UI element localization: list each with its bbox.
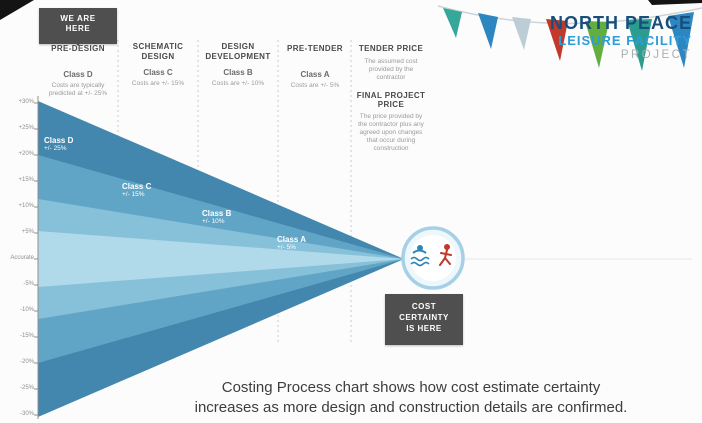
phase-header: DESIGN DEVELOPMENT bbox=[205, 42, 271, 61]
y-tick-label: +20% bbox=[18, 151, 34, 157]
estimate-class-desc: Costs are +/- 15% bbox=[131, 80, 185, 87]
funnel-class-name: Class A bbox=[277, 235, 307, 244]
y-axis bbox=[34, 96, 39, 419]
y-tick-label: +30% bbox=[18, 99, 34, 105]
funnel-class-tolerance: +/- 10% bbox=[202, 218, 225, 225]
funnel-class-tolerance: +/- 5% bbox=[277, 244, 296, 251]
corner-artifact bbox=[0, 0, 34, 20]
funnel-class-name: Class B bbox=[202, 209, 232, 218]
estimate-class-label: Class C bbox=[143, 68, 173, 77]
cost-certainty-line2: CERTAINTY bbox=[399, 313, 449, 322]
cost-certainty-line1: COST bbox=[411, 302, 437, 311]
cost-certainty-badge: COST CERTAINTY IS HERE bbox=[385, 294, 463, 345]
phase-column-pre-design: PRE-DESIGN Class D Costs are typically p… bbox=[39, 44, 117, 98]
y-tick-label: -20% bbox=[19, 359, 34, 365]
y-tick-label: Accurate bbox=[10, 255, 34, 261]
y-axis-ticks bbox=[34, 102, 38, 416]
estimate-class-label: Class D bbox=[63, 70, 93, 79]
facility-icon-circle bbox=[401, 226, 465, 290]
phase-column-design-development: DESIGN DEVELOPMENT Class B Costs are +/-… bbox=[199, 42, 277, 88]
bunting bbox=[437, 5, 702, 71]
y-tick-label: +5% bbox=[21, 229, 34, 235]
logo-line-leisure-facility: LEISURE FACILITY bbox=[558, 33, 692, 48]
phase-header: SCHEMATIC DESIGN bbox=[132, 42, 184, 61]
project-logo: NORTH PEACE LEISURE FACILITY PROJECT bbox=[460, 14, 692, 62]
pennant-flag-icon bbox=[546, 19, 568, 61]
cost-funnel bbox=[38, 101, 404, 417]
funnel-class-name: Class D bbox=[44, 136, 74, 145]
pennant-flag-icon bbox=[443, 8, 462, 38]
y-tick-label: -30% bbox=[19, 411, 34, 417]
pennant-flag-icon bbox=[668, 12, 694, 68]
y-tick-label: -10% bbox=[19, 307, 34, 313]
estimate-class-desc: Costs are +/- 10% bbox=[211, 80, 265, 87]
phase-column-pre-tender: PRE-TENDER Class A Costs are +/- 5% bbox=[276, 44, 354, 90]
estimate-class-desc: Costs are typically predicted at +/- 25% bbox=[48, 82, 108, 97]
funnel-band-class-a bbox=[38, 231, 404, 287]
we-are-here-line2: HERE bbox=[65, 24, 91, 33]
swimmer-icon bbox=[410, 245, 430, 267]
we-are-here-pointer bbox=[71, 38, 85, 46]
y-tick-label: +10% bbox=[18, 203, 34, 209]
y-tick-label: +25% bbox=[18, 125, 34, 131]
y-tick-label: -25% bbox=[19, 385, 34, 391]
we-are-here-line1: WE ARE bbox=[60, 14, 96, 23]
phase-header: PRE-DESIGN bbox=[51, 44, 105, 53]
phase-column-schematic-design: SCHEMATIC DESIGN Class C Costs are +/- 1… bbox=[119, 42, 197, 88]
phase-column-tender-price: TENDER PRICE The assumed cost provided b… bbox=[352, 44, 430, 153]
y-tick-label: +15% bbox=[18, 177, 34, 183]
funnel-class-tolerance: +/- 25% bbox=[44, 145, 67, 152]
y-tick-label: -15% bbox=[19, 333, 34, 339]
funnel-class-tolerance: +/- 15% bbox=[122, 191, 145, 198]
logo-line-north-peace: NORTH PEACE bbox=[549, 13, 692, 33]
tender-price-desc: The assumed cost provided by the contrac… bbox=[364, 57, 418, 81]
funnel-label-class-b: Class B +/- 10% bbox=[202, 209, 231, 226]
final-project-price-header: FINAL PROJECT PRICE bbox=[356, 90, 426, 110]
funnel-label-class-c: Class C +/- 15% bbox=[122, 182, 151, 199]
funnel-class-name: Class C bbox=[122, 182, 152, 191]
runner-icon bbox=[439, 244, 452, 266]
cost-certainty-line3: IS HERE bbox=[406, 324, 442, 333]
funnel-label-class-d: Class D +/- 25% bbox=[44, 136, 73, 153]
estimate-class-desc: Costs are +/- 5% bbox=[290, 82, 340, 89]
final-project-price-desc: The price provided by the contractor plu… bbox=[358, 112, 424, 152]
estimate-class-label: Class B bbox=[223, 68, 253, 77]
logo-line-project: PROJECT bbox=[620, 49, 692, 61]
phase-header: TENDER PRICE bbox=[358, 44, 424, 53]
funnel-label-class-a: Class A +/- 5% bbox=[277, 235, 306, 252]
pennant-flag-icon bbox=[585, 21, 609, 68]
pennant-flag-icon bbox=[627, 19, 652, 71]
corner-artifact bbox=[648, 0, 702, 5]
caption-line2: increases as more design and constructio… bbox=[194, 399, 628, 416]
y-tick-label: -5% bbox=[23, 281, 34, 287]
chart-caption: Costing Process chart shows how cost est… bbox=[120, 378, 702, 418]
pennant-flag-icon bbox=[478, 13, 498, 49]
estimate-class-label: Class A bbox=[300, 70, 330, 79]
pennant-flag-icon bbox=[512, 17, 531, 50]
phase-header: PRE-TENDER bbox=[286, 44, 343, 53]
caption-line1: Costing Process chart shows how cost est… bbox=[221, 379, 601, 396]
